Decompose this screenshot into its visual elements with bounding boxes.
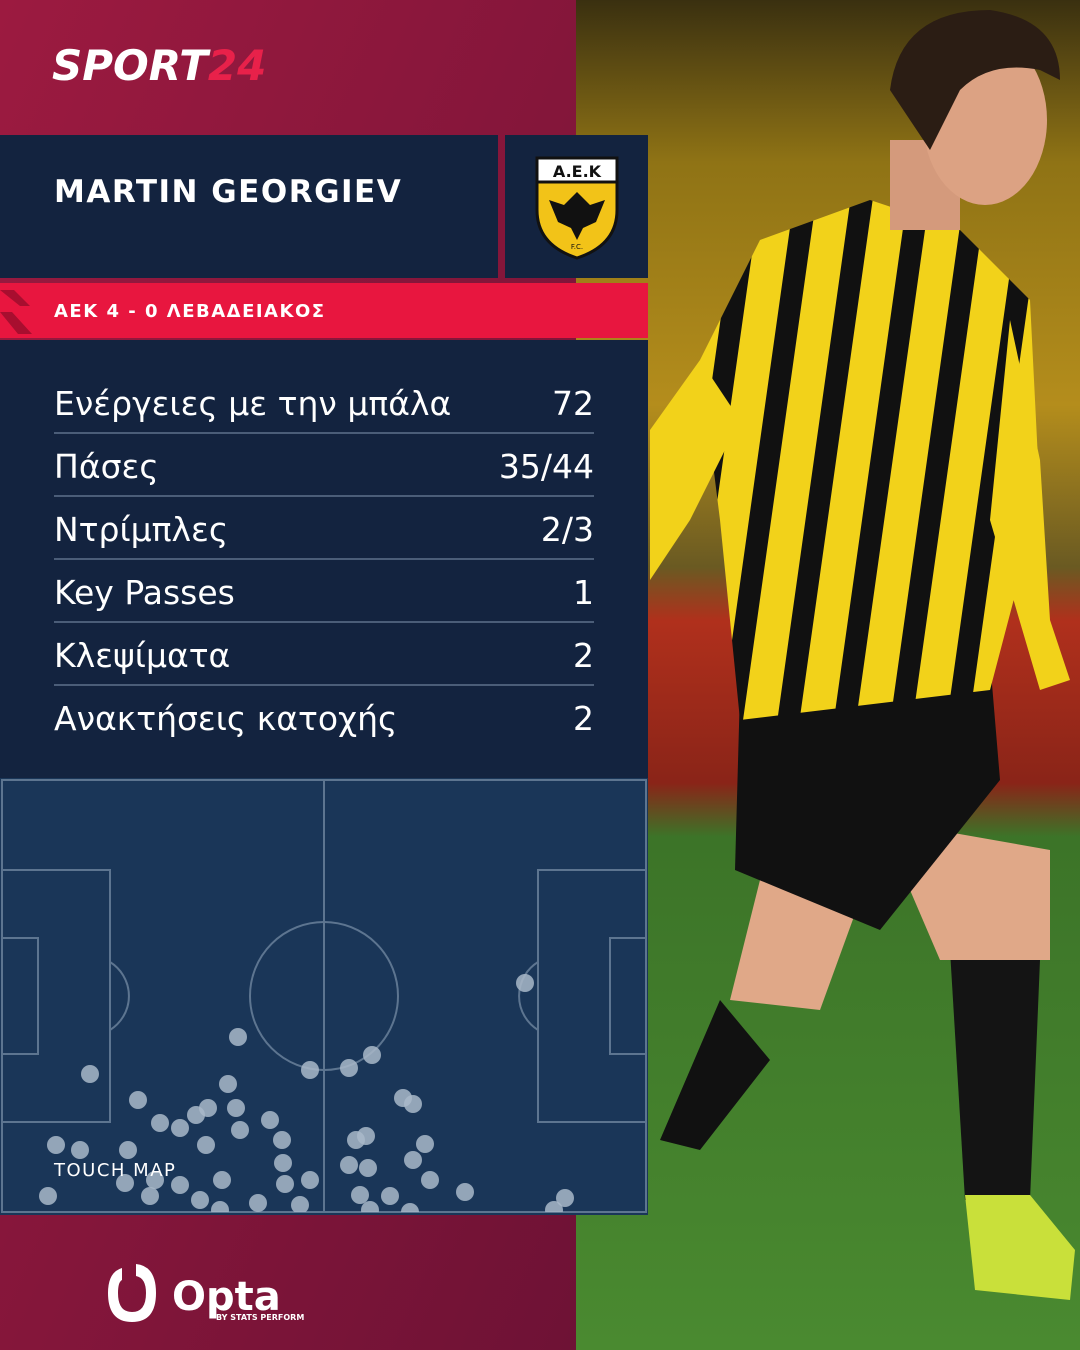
- stats-table: Ενέργειες με την μπάλα 72 Πάσες 35/44 Ντ…: [54, 384, 594, 738]
- stat-value: 2: [573, 636, 594, 675]
- crest-bottom: F.C.: [571, 243, 583, 251]
- stat-value: 72: [552, 384, 594, 423]
- stat-label: Κλεψίματα: [54, 636, 230, 675]
- touch-dots: [39, 974, 574, 1212]
- club-crest: A.E.K F.C.: [535, 156, 619, 260]
- crest-top: A.E.K: [553, 162, 602, 181]
- brand-number: 24: [208, 41, 266, 90]
- stat-label: Ντρίμπλες: [54, 510, 228, 549]
- stat-value: 35/44: [499, 447, 594, 486]
- brand-name: SPORT: [52, 41, 211, 90]
- footer-logo: Opta: [172, 1274, 281, 1320]
- name-panel: [0, 135, 498, 278]
- stat-value: 2/3: [541, 510, 594, 549]
- stat-label: Ενέργειες με την μπάλα: [54, 384, 451, 423]
- stat-label: Πάσες: [54, 447, 159, 486]
- player-photo: [650, 10, 1075, 1300]
- touch-map: TOUCH MAP: [0, 778, 648, 1215]
- stat-value: 1: [573, 573, 594, 612]
- touch-map-title: TOUCH MAP: [53, 1160, 176, 1181]
- match-bar: [0, 283, 648, 338]
- match-result: ΑΕΚ 4 - 0 ΛΕΒΑΔΕΙΑΚΟΣ: [54, 301, 326, 322]
- stat-label: Key Passes: [54, 573, 235, 612]
- brand-logo: SPORT24: [52, 41, 266, 90]
- opta-logo: Opta BY STATS PERFORM: [108, 1264, 304, 1322]
- player-name: MARTIN GEORGIEV: [54, 174, 402, 210]
- stat-value: 2: [573, 699, 594, 738]
- stat-label: Ανακτήσεις κατοχής: [54, 699, 397, 738]
- footer-tagline: BY STATS PERFORM: [216, 1313, 304, 1322]
